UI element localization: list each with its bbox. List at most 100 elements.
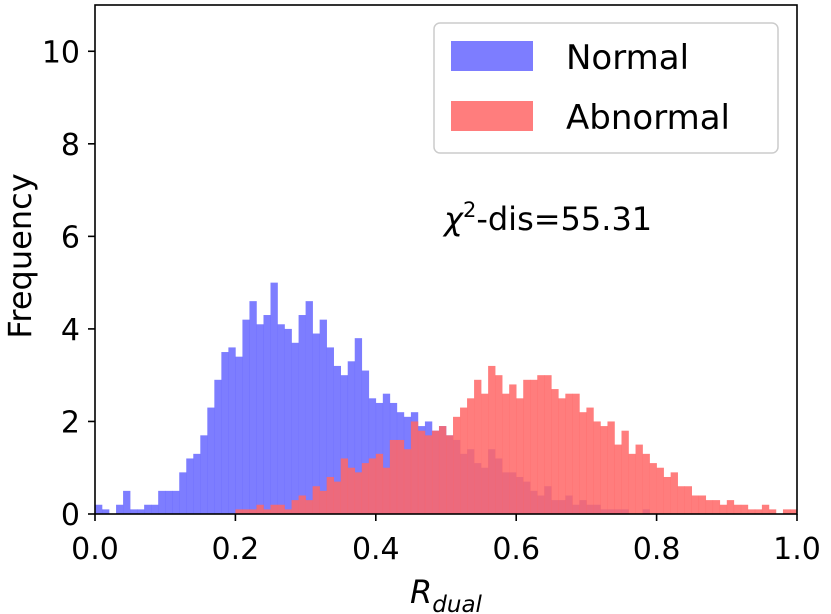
bar-abnormal bbox=[649, 463, 657, 514]
plot-frame bbox=[94, 4, 798, 515]
x-tick-label: 1.0 bbox=[773, 532, 821, 567]
bar-normal bbox=[235, 356, 243, 514]
bar-abnormal bbox=[354, 472, 363, 514]
bar-normal bbox=[221, 352, 229, 514]
bar-normal bbox=[158, 490, 166, 514]
bar-abnormal bbox=[782, 509, 791, 514]
bar-abnormal bbox=[305, 500, 313, 514]
bar-abnormal bbox=[656, 467, 664, 514]
bar-abnormal bbox=[698, 495, 707, 514]
x-tick-label: 0.6 bbox=[492, 532, 540, 567]
bar-abnormal bbox=[256, 504, 264, 514]
bar-abnormal bbox=[789, 509, 798, 514]
chi-square-annotation: χ2-dis=55.31 bbox=[442, 198, 652, 238]
bar-normal bbox=[123, 490, 131, 514]
bar-abnormal bbox=[361, 463, 370, 514]
bar-abnormal bbox=[481, 393, 489, 514]
bar-abnormal bbox=[614, 444, 622, 514]
bar-abnormal bbox=[754, 509, 763, 514]
bar-normal bbox=[200, 435, 208, 514]
bar-abnormal bbox=[761, 504, 770, 514]
bar-normal bbox=[284, 328, 292, 514]
ticks-layer: 0.0 0.2 0.4 0.6 0.8 1.0 0 2 4 6 8 10 bbox=[42, 35, 821, 567]
bar-abnormal bbox=[284, 509, 292, 514]
bar-abnormal bbox=[319, 490, 327, 514]
bar-abnormal bbox=[270, 504, 278, 514]
legend-label-normal: Normal bbox=[566, 38, 689, 78]
bar-abnormal bbox=[438, 426, 447, 514]
bar-normal bbox=[319, 319, 327, 514]
bar-abnormal bbox=[467, 398, 475, 514]
bar-abnormal bbox=[326, 476, 334, 514]
bar-abnormal bbox=[396, 439, 405, 514]
bar-abnormal bbox=[523, 379, 531, 514]
bar-abnormal bbox=[600, 426, 608, 514]
bar-normal bbox=[354, 338, 363, 514]
bar-abnormal bbox=[368, 458, 377, 514]
bar-normal bbox=[214, 379, 222, 514]
bar-abnormal bbox=[235, 509, 243, 514]
bar-abnormal bbox=[530, 379, 538, 514]
bar-normal bbox=[305, 301, 313, 514]
bar-abnormal bbox=[579, 412, 587, 514]
bar-abnormal bbox=[537, 375, 545, 514]
bar-normal bbox=[172, 490, 180, 514]
bar-abnormal bbox=[277, 504, 285, 514]
bar-abnormal bbox=[382, 467, 391, 514]
bar-abnormal bbox=[431, 430, 440, 514]
bar-abnormal bbox=[488, 365, 496, 514]
bar-abnormal bbox=[312, 486, 320, 514]
y-tick-label: 0 bbox=[61, 498, 80, 533]
bar-abnormal bbox=[565, 393, 573, 514]
bar-abnormal bbox=[495, 375, 503, 514]
bar-normal bbox=[228, 347, 236, 514]
y-tick-label: 4 bbox=[61, 313, 80, 348]
x-tick-label: 0.8 bbox=[633, 532, 681, 567]
y-tick-label: 8 bbox=[61, 128, 80, 163]
bar-normal bbox=[130, 509, 138, 514]
bar-abnormal bbox=[572, 393, 580, 514]
bar-abnormal bbox=[635, 444, 643, 514]
bar-normal bbox=[242, 319, 250, 514]
bar-abnormal bbox=[460, 407, 468, 514]
chi-symbol: χ bbox=[442, 200, 464, 238]
bar-normal bbox=[291, 342, 299, 514]
bar-abnormal bbox=[544, 375, 552, 514]
bar-abnormal bbox=[691, 495, 700, 514]
bar-abnormal bbox=[453, 416, 461, 514]
bar-abnormal bbox=[446, 435, 454, 514]
y-tick-label: 2 bbox=[61, 405, 80, 440]
bars-layer bbox=[95, 282, 798, 514]
bar-normal bbox=[102, 509, 110, 514]
bar-normal bbox=[193, 453, 201, 514]
bar-normal bbox=[270, 282, 278, 514]
bar-normal bbox=[361, 370, 370, 514]
bar-abnormal bbox=[333, 481, 341, 514]
chi-value: -dis=55.31 bbox=[476, 200, 652, 238]
bar-abnormal bbox=[705, 500, 714, 514]
x-axis-title-main: R bbox=[410, 573, 432, 611]
bar-abnormal bbox=[768, 509, 777, 514]
bar-abnormal bbox=[677, 486, 685, 514]
bar-abnormal bbox=[607, 421, 615, 514]
y-tick-label: 10 bbox=[42, 35, 80, 70]
x-tick-label: 0.2 bbox=[212, 532, 260, 567]
bar-abnormal bbox=[719, 504, 728, 514]
bar-normal bbox=[256, 324, 264, 514]
bar-abnormal bbox=[726, 500, 735, 514]
bar-abnormal bbox=[551, 389, 559, 514]
bar-normal bbox=[186, 458, 194, 514]
bar-normal bbox=[277, 324, 285, 514]
bar-abnormal bbox=[712, 500, 721, 514]
bar-abnormal bbox=[347, 467, 356, 514]
bar-abnormal bbox=[516, 398, 524, 514]
legend-swatch-abnormal bbox=[451, 101, 533, 131]
bar-normal bbox=[249, 301, 257, 514]
bar-normal bbox=[298, 315, 306, 514]
bar-normal bbox=[326, 347, 334, 514]
y-tick-label: 6 bbox=[61, 220, 80, 255]
bar-abnormal bbox=[733, 504, 742, 514]
bar-abnormal bbox=[502, 393, 510, 514]
bar-abnormal bbox=[747, 509, 756, 514]
